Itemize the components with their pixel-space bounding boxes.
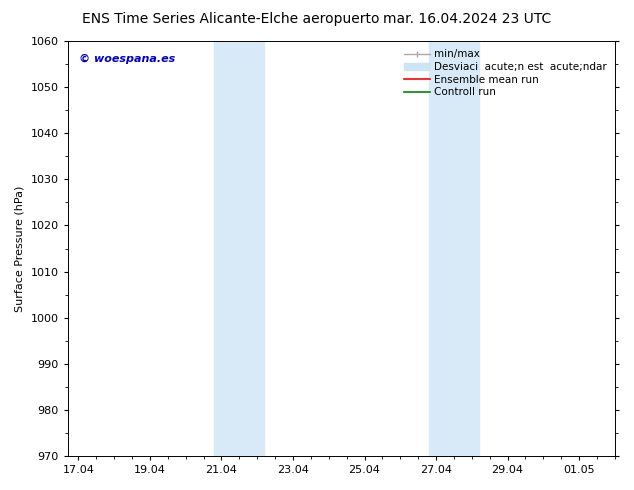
Text: mar. 16.04.2024 23 UTC: mar. 16.04.2024 23 UTC [384, 12, 552, 26]
Legend: min/max, Desviaci  acute;n est  acute;ndar, Ensemble mean run, Controll run: min/max, Desviaci acute;n est acute;ndar… [401, 46, 610, 100]
Bar [214, 41, 264, 456]
Text: © woespana.es: © woespana.es [79, 53, 175, 64]
Text: ENS Time Series Alicante-Elche aeropuerto: ENS Time Series Alicante-Elche aeropuert… [82, 12, 380, 26]
Bar [429, 41, 479, 456]
Y-axis label: Surface Pressure (hPa): Surface Pressure (hPa) [15, 185, 25, 312]
